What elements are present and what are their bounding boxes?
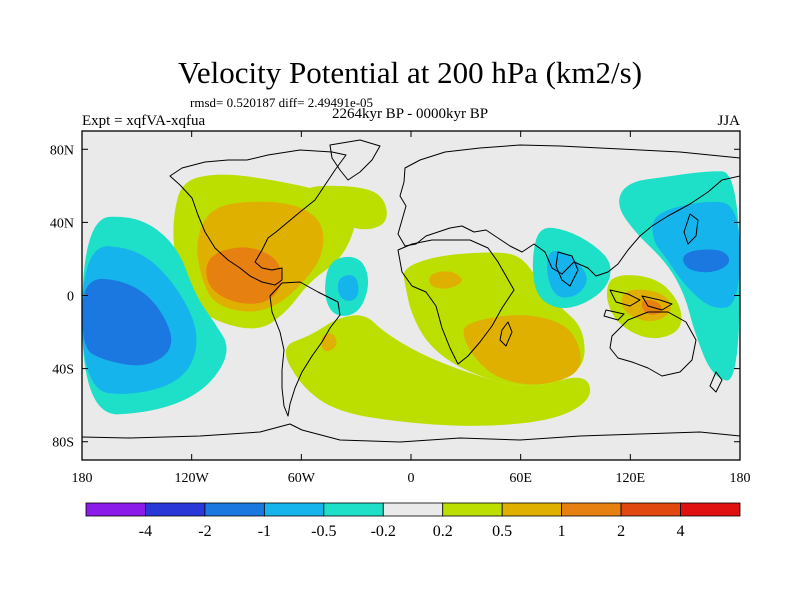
- map-panel: 180 120W 60W 0 60E 120E 180 80N 40N 0 40S 80S: [50, 130, 751, 486]
- colorbar-label: 0.5: [492, 523, 512, 540]
- madagascar-coast: [499, 321, 513, 347]
- colorbar-swatch: [501, 502, 563, 517]
- chart-title: Velocity Potential at 200 hPa (km2/s): [178, 55, 642, 90]
- x-tick-label: 180: [730, 471, 751, 486]
- y-tick-label: 80S: [52, 436, 74, 451]
- new-zealand-coast: [709, 371, 723, 393]
- colorbar-label: -1: [258, 523, 271, 540]
- colorbar-label: -0.5: [311, 523, 336, 540]
- colorbar-swatch: [145, 502, 206, 517]
- contour-region-nw-pacific-1: [683, 249, 730, 273]
- colorbar-swatch: [85, 502, 146, 517]
- contour-region-central-america-1: [206, 247, 282, 304]
- colorbar-label: -2: [198, 523, 211, 540]
- season-label: JJA: [717, 113, 740, 129]
- contour-region-south-band-positive: [285, 315, 591, 426]
- colorbar-label: -0.2: [371, 523, 396, 540]
- contour-region-south-atlantic-0.5: [337, 275, 359, 301]
- japan-coast: [683, 213, 699, 245]
- contour-fill-layer: [82, 171, 740, 426]
- y-tick-label: 40N: [50, 216, 74, 231]
- colorbar-swatch: [323, 502, 384, 517]
- colorbar-swatch: [561, 502, 622, 517]
- y-tick-label: 80N: [50, 143, 74, 158]
- colorbar-label: 2: [617, 523, 625, 540]
- greenland-coast: [329, 139, 381, 181]
- north-america-coast: [169, 149, 347, 286]
- stats-line: rmsd= 0.520187 diff= 2.49491e-05: [190, 95, 373, 110]
- antarctica-coast: [82, 423, 740, 443]
- colorbar-swatch: [204, 502, 265, 517]
- x-tick-label: 120W: [175, 471, 210, 486]
- eurasia-coast: [397, 144, 740, 277]
- y-tick-label: 40S: [52, 363, 74, 378]
- coastlines: [82, 139, 740, 443]
- colorbar-label: 1: [558, 523, 566, 540]
- australia-coast: [609, 311, 697, 377]
- colorbar-swatch: [620, 502, 681, 517]
- colorbar-swatch: [382, 502, 444, 517]
- axis-ticks: 180 120W 60W 0 60E 120E 180 80N 40N 0 40S 80S: [50, 131, 751, 486]
- x-tick-label: 120E: [616, 471, 646, 486]
- colorbar-label: 0.2: [433, 523, 453, 540]
- contour-region-east-pacific-1: [82, 278, 172, 366]
- experiment-label: Expt = xqfVA-xqfua: [82, 113, 206, 129]
- maritime-continent-coast: [603, 289, 673, 321]
- colorbar-label: 4: [677, 523, 685, 540]
- x-tick-label: 0: [408, 471, 415, 486]
- south-america-coast: [269, 281, 341, 417]
- y-tick-label: 0: [67, 290, 74, 305]
- colorbar-label: -4: [139, 523, 152, 540]
- africa-coast: [397, 239, 515, 365]
- colorbar-swatch: [263, 502, 325, 517]
- colorbar-swatch: [680, 502, 741, 517]
- contour-region-south-america-small: [321, 333, 337, 352]
- contour-region-indian-ocean-0.5: [463, 315, 581, 385]
- contour-region-sahara-0.5: [429, 271, 462, 289]
- x-tick-label: 60W: [288, 471, 316, 486]
- india-coast: [555, 251, 579, 287]
- x-tick-label: 180: [72, 471, 93, 486]
- colorbar-swatch: [442, 502, 503, 517]
- period-label: 2264kyr BP - 0000kyr BP: [332, 106, 488, 122]
- colorbar: -4 -2 -1 -0.5 -0.2 0.2 0.5 1 2 4: [85, 502, 741, 540]
- contour-region-north-atlantic-ext: [305, 185, 387, 230]
- x-tick-label: 60E: [509, 471, 532, 486]
